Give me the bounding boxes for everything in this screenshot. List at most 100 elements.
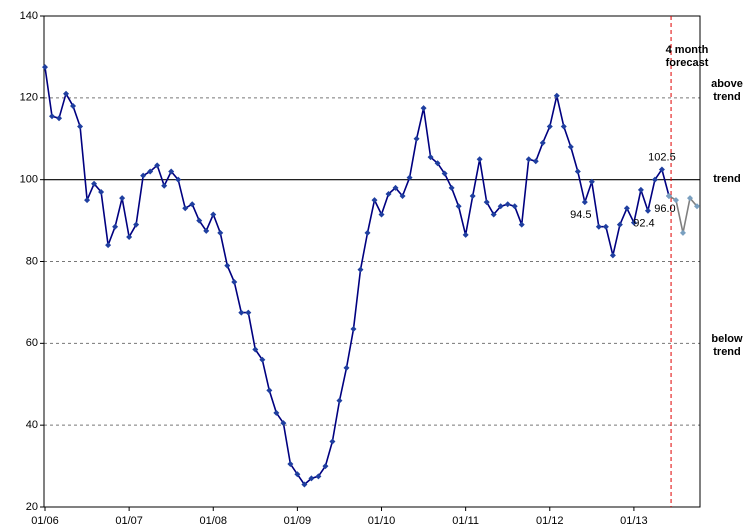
point <box>630 219 637 226</box>
y-tick-label: 100 <box>20 174 38 186</box>
point <box>378 211 385 218</box>
point <box>336 397 343 404</box>
point <box>266 387 273 394</box>
point <box>462 231 469 238</box>
point <box>91 180 98 187</box>
point <box>420 105 427 112</box>
point <box>518 221 525 228</box>
y-tick-label: 60 <box>26 337 38 349</box>
point <box>112 223 119 230</box>
point <box>133 221 140 228</box>
data-label: 94.5 <box>570 209 591 221</box>
point <box>441 170 448 177</box>
point <box>560 123 567 130</box>
data-label: 96.0 <box>654 203 675 215</box>
point <box>294 471 301 478</box>
point <box>581 199 588 206</box>
x-tick-label: 01/09 <box>284 515 312 527</box>
point <box>651 176 658 183</box>
point <box>308 475 315 482</box>
point <box>504 201 511 208</box>
point <box>483 199 490 206</box>
point <box>490 211 497 218</box>
point <box>301 481 308 488</box>
point <box>546 123 553 130</box>
forecast-label: 4 month forecast <box>665 44 709 69</box>
point <box>476 156 483 163</box>
point <box>567 143 574 150</box>
point <box>413 135 420 142</box>
point <box>392 184 399 191</box>
point <box>154 162 161 169</box>
point <box>672 197 679 204</box>
point <box>161 182 168 189</box>
point <box>56 115 63 122</box>
point <box>399 193 406 200</box>
point <box>609 252 616 259</box>
point <box>259 356 266 363</box>
point <box>196 217 203 224</box>
y-tick-label: 140 <box>20 10 38 22</box>
point <box>371 197 378 204</box>
y-tick-label: 120 <box>20 92 38 104</box>
point <box>105 242 112 249</box>
point <box>70 103 77 110</box>
point <box>42 64 48 71</box>
point <box>616 221 623 228</box>
point <box>273 409 280 416</box>
trend-label: trend <box>713 173 741 185</box>
point <box>84 197 91 204</box>
data-label: 92.4 <box>633 218 654 230</box>
x-tick-label: 01/11 <box>452 515 479 527</box>
point <box>280 420 287 427</box>
point <box>364 229 371 236</box>
point <box>119 195 126 202</box>
point <box>469 193 476 200</box>
x-tick-label: 01/12 <box>536 515 564 527</box>
point <box>238 309 245 316</box>
point <box>350 326 357 333</box>
point <box>315 473 322 480</box>
point <box>175 176 182 183</box>
x-tick-label: 01/06 <box>31 515 59 527</box>
point <box>455 203 462 210</box>
point <box>497 203 504 210</box>
point <box>644 207 651 214</box>
above-trend-label: above trend <box>711 78 743 103</box>
point <box>63 90 70 97</box>
x-tick-label: 01/08 <box>199 515 227 527</box>
point <box>665 193 672 200</box>
point <box>406 174 413 181</box>
point <box>434 160 441 167</box>
y-tick-label: 20 <box>26 501 38 513</box>
point <box>448 184 455 191</box>
point <box>224 262 231 269</box>
point <box>147 168 154 175</box>
point <box>427 154 434 161</box>
point <box>329 438 336 445</box>
plot-frame <box>43 15 701 508</box>
point <box>623 205 630 212</box>
point <box>511 203 518 210</box>
point <box>553 92 560 99</box>
point <box>679 229 686 236</box>
point <box>203 227 210 234</box>
point <box>98 188 105 195</box>
point <box>49 113 56 120</box>
point <box>694 203 700 210</box>
point <box>357 266 364 273</box>
point <box>189 201 196 208</box>
point <box>252 346 259 353</box>
point <box>231 278 238 285</box>
point <box>343 364 350 371</box>
point <box>686 195 693 202</box>
point <box>658 166 665 173</box>
point <box>126 233 133 240</box>
y-tick-label: 80 <box>26 255 38 267</box>
point <box>245 309 252 316</box>
point <box>574 168 581 175</box>
data-label: 102.5 <box>648 151 676 163</box>
point <box>637 186 644 193</box>
